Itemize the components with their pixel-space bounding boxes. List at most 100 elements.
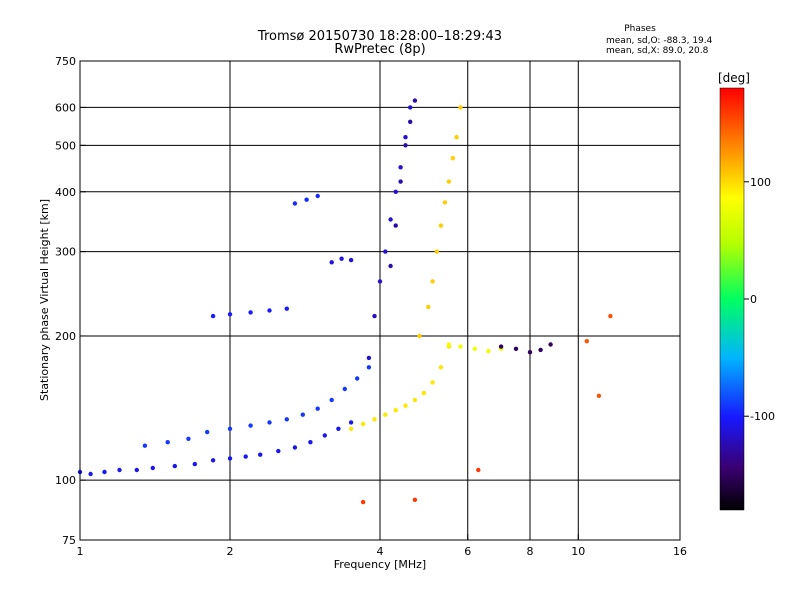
data-point (442, 200, 448, 205)
data-point (315, 406, 320, 411)
data-point (210, 313, 216, 319)
data-point (430, 279, 435, 284)
data-point (227, 456, 233, 461)
data-point (142, 443, 148, 448)
data-point (342, 386, 347, 392)
data-point (430, 380, 435, 385)
data-point (608, 313, 613, 319)
data-point (446, 179, 452, 184)
y-axis-label: Stationary phase Virtual Height [km] (38, 199, 51, 401)
data-point (438, 223, 444, 228)
data-point (205, 429, 210, 435)
data-point (355, 376, 360, 381)
data-point (513, 346, 519, 351)
data-point (372, 313, 377, 319)
data-point (377, 279, 383, 284)
data-point (300, 412, 305, 417)
data-point (329, 260, 334, 265)
data-point (538, 347, 543, 353)
data-point (412, 397, 418, 403)
x-tick-label: 16 (673, 545, 687, 558)
data-point (372, 417, 377, 422)
data-point (426, 304, 431, 310)
y-axis-ticks: 75 100 200 300 400 500 600 750 (55, 55, 86, 547)
data-point (408, 119, 413, 125)
data-point (322, 433, 327, 438)
data-point (403, 403, 408, 408)
data-point (388, 217, 393, 222)
chart-subtitle: RwPretec (8p) (334, 42, 425, 57)
data-point (304, 197, 309, 202)
data-point (383, 412, 388, 417)
data-point (165, 440, 170, 445)
data-point (210, 458, 216, 463)
data-point (186, 436, 191, 441)
data-point (548, 342, 553, 347)
data-point (393, 189, 398, 194)
data-point (434, 249, 439, 254)
data-point (398, 179, 403, 184)
data-point (446, 342, 452, 347)
data-point (339, 256, 344, 261)
y-tick-label: 300 (55, 246, 76, 259)
data-point (596, 393, 602, 398)
x-tick-label: 6 (464, 545, 471, 558)
data-point (227, 312, 233, 317)
phases-mean-o: mean, sd,O: -88.3, 19.4 (606, 36, 713, 46)
data-point (393, 408, 398, 413)
phases-heading: Phases (624, 24, 656, 34)
data-point (267, 308, 272, 313)
data-point (243, 454, 248, 459)
data-point (284, 417, 289, 422)
data-point (150, 465, 155, 471)
x-axis-label: Frequency [MHz] (334, 558, 426, 571)
y-tick-label: 600 (55, 101, 76, 114)
colorbar-ticks: 100 0 -100 (744, 176, 775, 423)
data-point (336, 426, 341, 431)
y-tick-label: 750 (55, 55, 76, 68)
data-point (403, 135, 408, 140)
colorbar-tick-label: -100 (750, 410, 775, 423)
data-point (388, 263, 393, 269)
colorbar-tick-label: 0 (750, 293, 757, 306)
data-point (408, 105, 413, 110)
data-point (172, 463, 177, 469)
data-point (458, 344, 463, 349)
data-point (486, 348, 491, 354)
colorbar-tick-label: 100 (750, 176, 771, 189)
data-point (584, 339, 589, 344)
data-point (102, 469, 107, 475)
data-point (248, 423, 253, 428)
data-point (360, 499, 366, 505)
data-point (366, 365, 372, 370)
x-tick-label: 2 (227, 545, 234, 558)
data-point (412, 98, 418, 103)
data-point (348, 420, 354, 425)
data-point (383, 249, 388, 254)
data-point (458, 105, 463, 110)
data-point (527, 350, 533, 355)
x-axis-ticks: 1 2 4 6 8 10 16 (77, 534, 687, 558)
data-point (276, 448, 281, 454)
x-tick-label: 8 (527, 545, 534, 558)
data-point (248, 310, 253, 315)
data-point (450, 156, 455, 161)
data-point (417, 333, 422, 339)
data-point (498, 344, 504, 349)
data-point (292, 201, 298, 206)
x-tick-label: 10 (571, 545, 585, 558)
data-point (348, 426, 354, 431)
data-point (348, 257, 354, 263)
data-point (472, 346, 477, 351)
chart-title: Tromsø 20150730 18:28:00–18:29:43 (257, 29, 502, 44)
data-point (134, 467, 139, 473)
y-tick-label: 100 (55, 474, 76, 487)
data-point (438, 365, 444, 370)
y-tick-label: 75 (62, 534, 76, 547)
data-point (315, 193, 320, 199)
y-tick-label: 500 (55, 139, 76, 152)
data-point (421, 390, 427, 396)
data-points (77, 98, 613, 505)
